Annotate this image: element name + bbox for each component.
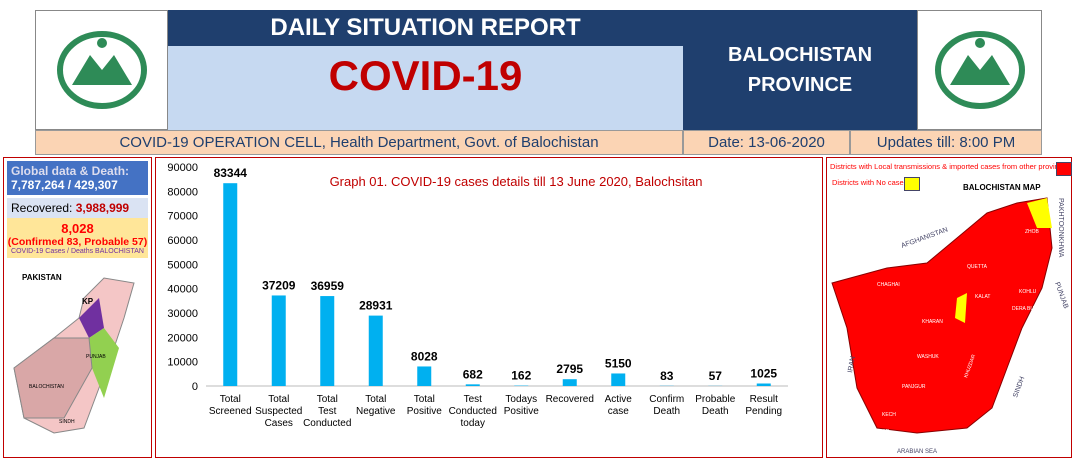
y-tick-label: 30000 [167,308,198,320]
bar [466,384,480,386]
data-label: 36959 [311,279,345,293]
map-label: ZHOB [1025,229,1040,235]
logo-right [917,10,1042,130]
y-tick-label: 40000 [167,284,198,296]
chart-title: Graph 01. COVID-19 cases details till 13… [330,174,703,189]
data-label: 28931 [359,299,393,313]
bal-total: 8,028 [7,221,148,236]
map-label: DERA BUGTI [1012,306,1042,312]
map-label: WASHUK [917,354,939,360]
map-label: BALOCHISTAN [29,384,64,390]
data-label: 57 [709,369,723,383]
y-tick-label: 90000 [167,162,198,174]
map-label: KECH [882,412,896,418]
balochistan-map: AFGHANISTAN IRAN PAKHTOONKHWA PUNJAB SIN… [827,158,1071,457]
y-tick-label: 60000 [167,235,198,247]
province-title: BALOCHISTAN PROVINCE [683,10,917,130]
x-tick-label: Recovered [546,394,594,405]
map-label: KHARAN [922,319,943,325]
y-tick-label: 70000 [167,211,198,223]
map-label: PANJGUR [902,384,926,390]
bar [369,316,383,386]
y-tick-label: 50000 [167,259,198,271]
map-title: PAKISTAN [22,273,62,282]
report-title: DAILY SITUATION REPORT [168,10,683,46]
map-panel: Districts with Local transmissions & imp… [826,157,1072,458]
left-panel: Global data & Death: 7,787,264 / 429,307… [3,157,152,458]
recovered-value: 3,988,999 [76,201,129,215]
map-label: PAKHTOONKHWA [1057,198,1064,258]
data-label: 682 [463,367,483,381]
y-tick-label: 20000 [167,332,198,344]
map-label: SINDH [1012,376,1026,399]
chart-panel: Graph 01. COVID-19 cases details till 13… [155,157,823,458]
map-label: GWADAR [867,429,890,435]
map-label: PUNJAB [1053,281,1069,310]
logo-left [35,10,168,130]
bar [320,296,334,386]
map-label: ARABIAN SEA [897,449,937,455]
global-box: Global data & Death: 7,787,264 / 429,307 [7,161,148,195]
data-label: 8028 [411,349,438,363]
map-label: KALAT [975,294,990,300]
recovered-label: Recovered: [11,201,72,215]
map-label: KOHLU [1019,289,1037,295]
data-label: 37209 [262,278,296,292]
bal-detail: (Confirmed 83, Probable 57) [7,236,148,248]
operation-cell: COVID-19 OPERATION CELL, Health Departme… [35,130,683,155]
data-label: 83 [660,369,674,383]
balochistan-box: 8,028 (Confirmed 83, Probable 57) COVID-… [7,218,148,258]
map-label: KP [82,297,94,306]
global-value: 7,787,264 / 429,307 [11,178,144,192]
bal-caption: COVID-19 Cases / Deaths BALOCHISTAN [7,248,148,255]
y-tick-label: 0 [192,381,198,393]
data-label: 83344 [214,166,248,180]
pakistan-map: PAKISTAN KP PUNJAB BALOCHISTAN SINDH [4,258,151,443]
map-label: AFGHANISTAN [900,226,949,249]
map-label: PUNJAB [86,354,106,360]
bar [272,295,286,386]
bar [417,366,431,386]
data-label: 162 [511,369,531,383]
map-label: QUETTA [967,264,988,270]
map-label: CHAGHAI [877,282,900,288]
bar [563,379,577,386]
bar-chart: Graph 01. COVID-19 cases details till 13… [156,158,822,457]
global-label: Global data & Death: [11,164,144,178]
data-label: 1025 [750,367,777,381]
y-tick-label: 80000 [167,186,198,198]
y-tick-label: 10000 [167,357,198,369]
bar [757,384,771,386]
data-label: 2795 [556,362,583,376]
report-date: Date: 13-06-2020 [683,130,850,155]
recovered-box: Recovered: 3,988,999 [7,198,148,218]
bar [223,183,237,386]
update-time: Updates till: 8:00 PM [850,130,1042,155]
covid-title: COVID-19 [168,46,683,130]
bar [611,373,625,386]
map-label: SINDH [59,419,75,425]
data-label: 5150 [605,356,632,370]
